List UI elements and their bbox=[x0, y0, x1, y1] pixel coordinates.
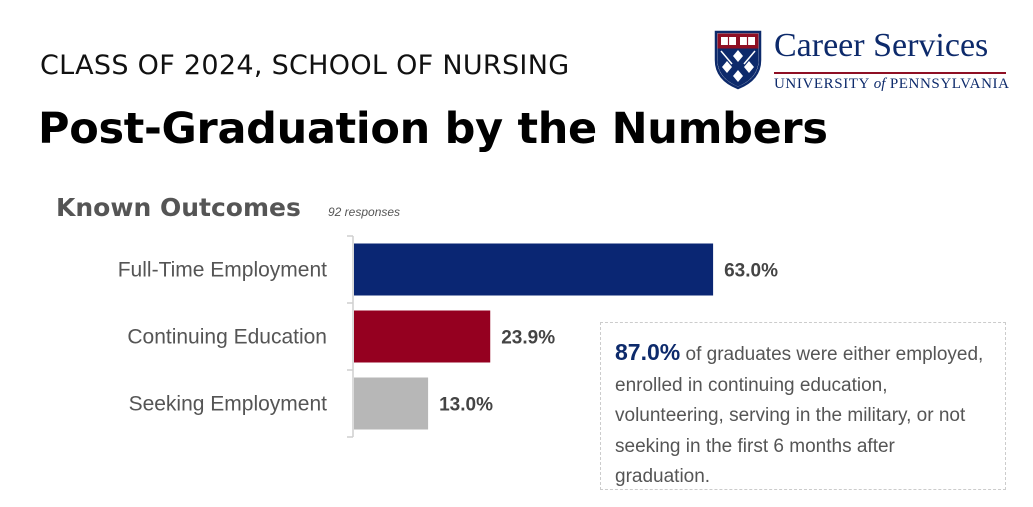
value-label-continuing-education: 23.9% bbox=[501, 328, 555, 349]
category-label-full-time-employment: Full-Time Employment bbox=[118, 259, 327, 282]
value-label-seeking-employment: 13.0% bbox=[439, 395, 493, 416]
known-outcomes-heading: Known Outcomes bbox=[56, 193, 301, 222]
penn-shield-icon bbox=[714, 30, 762, 90]
responses-count: 92 responses bbox=[328, 205, 401, 219]
value-label-full-time-employment: 63.0% bbox=[724, 261, 778, 282]
logo-university-text: UNIVERSITY of PENNSYLVANIA bbox=[774, 76, 1010, 93]
category-label-continuing-education: Continuing Education bbox=[127, 326, 327, 349]
summary-callout: 87.0% of graduates were either employed,… bbox=[600, 322, 1006, 490]
logo-career-services-text: Career Services bbox=[774, 27, 989, 64]
callout-body: of graduates were either employed, enrol… bbox=[615, 344, 984, 487]
page-title: Post-Graduation by the Numbers bbox=[38, 104, 828, 154]
logo-of-word: of bbox=[873, 76, 886, 92]
bar-seeking-employment bbox=[354, 377, 429, 430]
career-services-logo: Career Services UNIVERSITY of PENNSYLVAN… bbox=[714, 27, 1014, 96]
logo-university-word: UNIVERSITY bbox=[774, 76, 870, 92]
callout-highlight: 87.0% bbox=[615, 339, 681, 365]
logo-divider bbox=[774, 72, 1006, 74]
bar-full-time-employment bbox=[354, 243, 714, 296]
bar-continuing-education bbox=[354, 310, 491, 363]
category-label-seeking-employment: Seeking Employment bbox=[129, 393, 328, 416]
page-subtitle: CLASS OF 2024, SCHOOL OF NURSING bbox=[40, 50, 570, 81]
logo-pennsylvania-word: PENNSYLVANIA bbox=[889, 76, 1010, 92]
callout-text: 87.0% of graduates were either employed,… bbox=[615, 337, 993, 493]
